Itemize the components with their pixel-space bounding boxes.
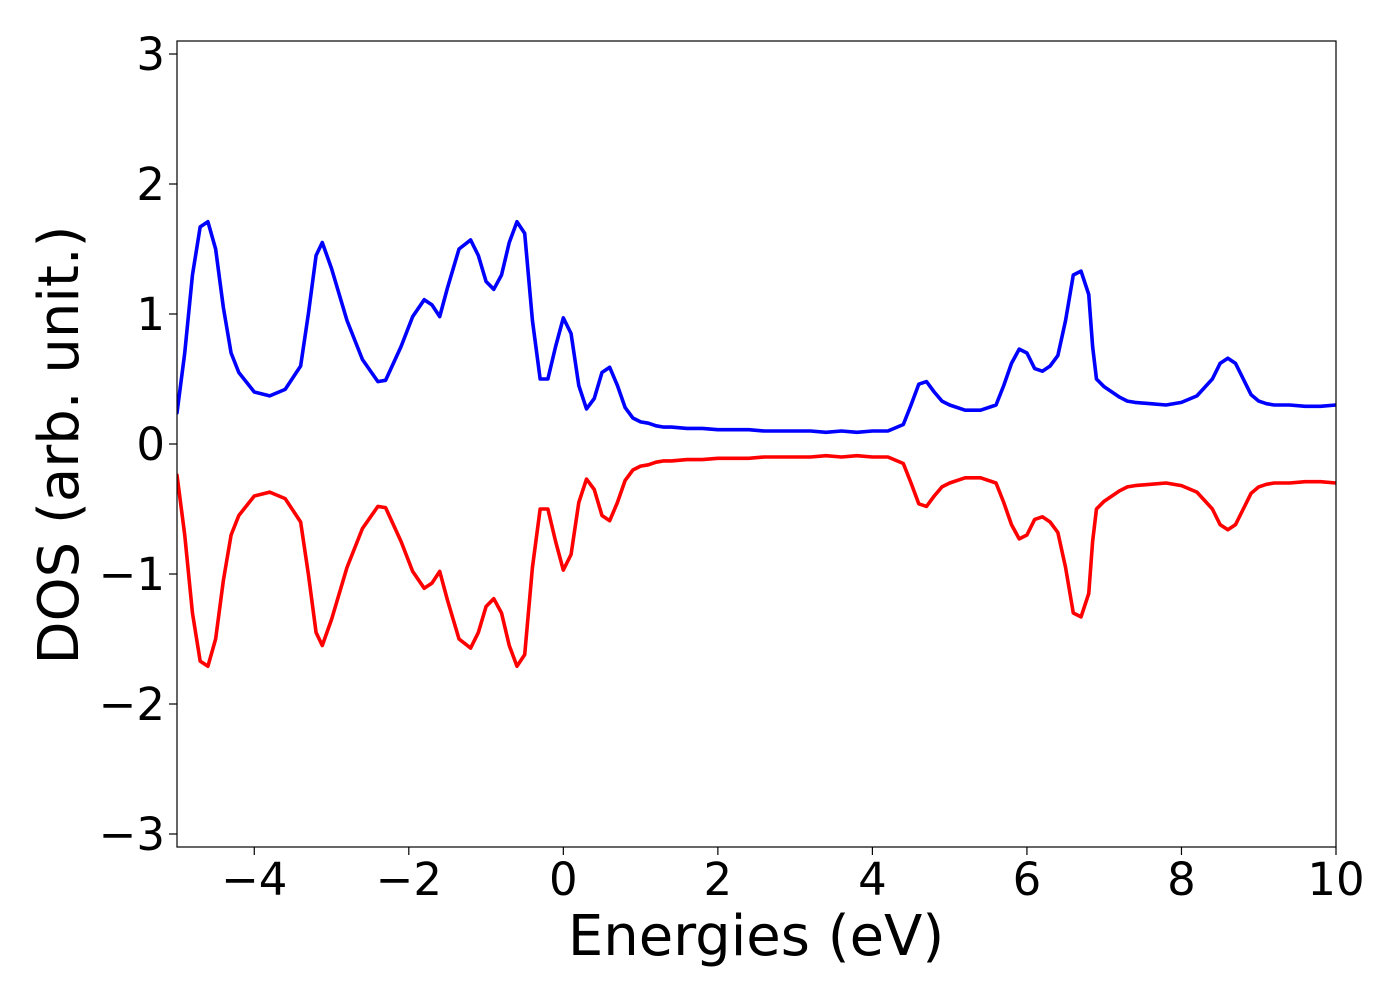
y-axis: −3 −2 −1 0 1 2 3 [99, 28, 177, 861]
x-axis: −4 −2 0 2 4 6 8 10 [221, 847, 1365, 906]
x-tick-label: 6 [1013, 853, 1042, 906]
x-tick-label: 0 [549, 853, 578, 906]
x-tick-label: 2 [704, 853, 733, 906]
x-tick-label: −2 [376, 853, 442, 906]
x-tick-label: 4 [858, 853, 887, 906]
y-tick-label: −1 [99, 548, 165, 601]
x-tick-label: −4 [221, 853, 287, 906]
plot-frame [176, 40, 1337, 848]
y-tick-label: −2 [99, 678, 165, 731]
series-line-1 [177, 219, 1336, 435]
plot-area [176, 40, 1337, 848]
y-tick-label: 2 [136, 158, 165, 211]
x-tick-label: 8 [1167, 853, 1196, 906]
x-tick-label: 10 [1307, 853, 1364, 906]
y-tick-label: −3 [99, 808, 165, 861]
x-axis-title: Energies (eV) [568, 904, 944, 969]
y-tick-label: 1 [136, 288, 165, 341]
y-tick-label: 3 [136, 28, 165, 81]
y-axis-title: DOS (arb. unit.) [27, 225, 92, 664]
y-tick-label: 0 [136, 418, 165, 471]
series-line-2 [177, 453, 1336, 669]
